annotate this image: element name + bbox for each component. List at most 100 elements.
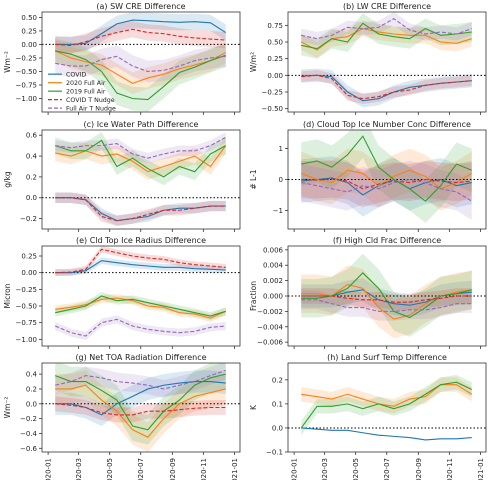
legend-label: COVID: [66, 71, 86, 78]
y-tick-label: −0.50: [16, 303, 37, 311]
y-tick-label: −0.50: [16, 68, 37, 76]
series-line-2019-full-air: [55, 295, 226, 317]
y-tick-label: 0.6: [26, 132, 38, 140]
panel-title: (e) Cld Top Ice Radius Difference: [76, 236, 206, 245]
series-line-covid-t-nudge: [55, 248, 226, 274]
series-line-2020-full-air: [55, 384, 226, 438]
y-tick-label: −0.50: [262, 105, 283, 113]
band-covid-t-nudge: [55, 192, 226, 226]
y-tick-label: −1: [273, 207, 283, 215]
band-covid-t-nudge: [301, 160, 472, 208]
y-tick-label: 0.00: [21, 41, 37, 49]
y-axis-label: W/m²: [249, 52, 258, 72]
y-tick-label: 0.25: [21, 253, 37, 261]
band-covid-t-nudge: [55, 396, 226, 423]
legend-label: 2019 Full Air: [66, 88, 106, 95]
series-line-full-air-t-nudge: [55, 369, 226, 390]
band-2019-full-air: [301, 13, 472, 59]
y-tick-label: −0.006: [257, 339, 283, 347]
band-covid-t-nudge: [55, 21, 226, 54]
y-tick-label: −0.2: [20, 415, 37, 423]
series-line-covid-t-nudge: [55, 28, 226, 47]
series-line-covid-t-nudge: [301, 74, 472, 100]
series-line-full-air-t-nudge: [301, 18, 472, 40]
band-covid: [301, 156, 472, 217]
y-tick-label: −0.75: [16, 81, 37, 89]
x-tick-label: 2020-09: [415, 458, 423, 480]
y-tick-label: −0.2: [20, 215, 37, 223]
y-tick-label: −0.004: [257, 323, 283, 331]
x-tick-label: 2020-01: [291, 458, 299, 480]
y-tick-label: 0.0: [272, 424, 283, 432]
y-tick-label: 0.00: [267, 72, 283, 80]
y-tick-label: −0.4: [20, 430, 38, 438]
band-covid: [301, 278, 472, 317]
series-line-2020-full-air: [55, 50, 227, 84]
y-axis-label: Wm⁻²: [3, 397, 12, 419]
series-line-covid: [301, 427, 472, 441]
panel-title: (b) LW CRE Difference: [343, 2, 431, 11]
y-tick-label: −1.00: [16, 95, 37, 103]
panel-5: (f) High Cld Frac Difference −0.006 −0.004…: [249, 236, 487, 349]
series-line-2020-full-air: [301, 169, 473, 190]
plot-area: [42, 132, 240, 226]
band-2019-full-air: [301, 253, 472, 337]
series-line-covid-t-nudge: [301, 178, 472, 190]
x-tick-label: 2020-07: [383, 458, 391, 480]
y-axis-label: Wm⁻²: [3, 51, 12, 73]
panel-6: (g) Net TOA Radiation Difference −0.6 −0.4…: [3, 353, 241, 480]
y-tick-label: 0.50: [267, 39, 283, 47]
panel-title: (c) Ice Water Path Difference: [84, 120, 199, 129]
y-axis-label: Micron: [3, 283, 12, 308]
series-line-2020-full-air: [55, 297, 226, 319]
band-covid: [55, 257, 226, 276]
y-tick-label: −0.25: [16, 286, 37, 294]
plot-area: [288, 130, 486, 223]
legend-label: 2020 Full Air: [66, 80, 106, 87]
y-tick-label: 0.0: [26, 194, 37, 202]
x-tick-label: 2020-03: [321, 458, 329, 480]
band-covid: [301, 68, 472, 108]
band-2019-full-air: [55, 363, 226, 445]
y-tick-label: 0.006: [263, 246, 284, 254]
x-tick-label: 2021-01: [477, 458, 485, 480]
legend-label: Full Air T Nudge: [66, 105, 116, 112]
y-tick-label: 0.2: [26, 385, 37, 393]
panel-title: (a) SW CRE Difference: [96, 2, 185, 11]
series-line-2019-full-air: [301, 22, 472, 50]
band-full-air-t-nudge: [55, 363, 226, 398]
panel-1: (b) LW CRE Difference −0.50 −0.25 0.00 0.25 0…: [249, 2, 487, 115]
band-covid-t-nudge: [301, 70, 472, 104]
y-tick-label: 0.004: [263, 262, 284, 270]
y-tick-label: 0.2: [26, 173, 37, 181]
y-tick-label: 0.4: [26, 371, 38, 379]
band-2019-full-air: [301, 130, 472, 223]
x-tick-label: 2020-11: [446, 458, 454, 480]
series-line-2019-full-air: [301, 135, 472, 202]
y-tick-label: −0.6: [20, 445, 38, 453]
series-line-2019-full-air: [55, 373, 226, 431]
series-line-covid-t-nudge: [55, 197, 226, 222]
x-tick-label: 2020-09: [169, 458, 177, 480]
plot-area: [288, 253, 486, 339]
series-line-2019-full-air: [55, 50, 226, 101]
y-tick-label: −0.002: [257, 308, 283, 316]
series-line-2019-full-air: [300, 381, 472, 429]
y-tick-label: 0.25: [267, 55, 283, 63]
y-tick-label: 0.50: [21, 14, 37, 22]
plot-area: [288, 375, 486, 441]
plot-area: [42, 12, 240, 112]
y-tick-label: 0.0: [26, 400, 37, 408]
panel-title: (h) Land Surf Temp Difference: [327, 353, 447, 362]
panel-title: (d) Cloud Top Ice Number Conc Difference: [303, 120, 471, 129]
y-tick-label: 0.002: [263, 277, 283, 285]
y-tick-label: 0.1: [272, 400, 283, 408]
panels-layer: (a) SW CRE Difference −1.00 −0.75 −0.50 −0.2…: [3, 2, 487, 480]
series-line-2019-full-air: [301, 272, 472, 319]
plot-area: [288, 12, 486, 108]
y-axis-label: g/kg: [3, 171, 12, 188]
y-tick-label: −0.75: [16, 319, 37, 327]
y-tick-label: 1: [279, 145, 283, 153]
band-full-air-t-nudge: [55, 132, 226, 164]
